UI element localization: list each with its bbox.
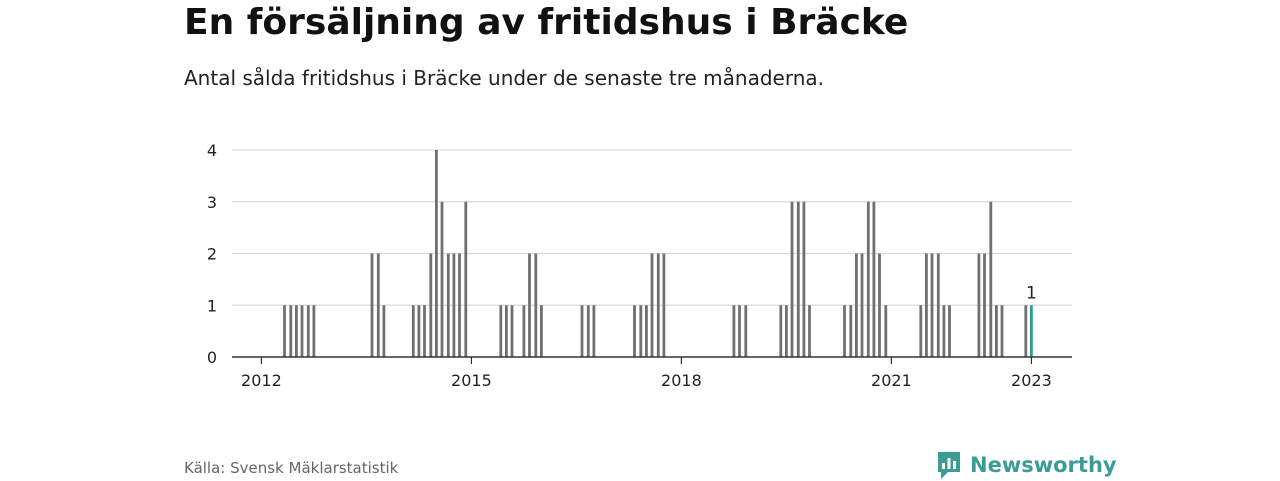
bar <box>983 253 986 357</box>
bar <box>370 253 374 357</box>
bar <box>522 305 526 357</box>
bar <box>312 305 316 357</box>
x-tick-label: 2023 <box>1011 371 1052 390</box>
bar <box>534 253 538 357</box>
chart-bars <box>283 150 1033 357</box>
bar <box>948 305 951 357</box>
y-tick-label: 4 <box>207 141 217 160</box>
bar <box>639 305 643 357</box>
bar <box>790 201 794 357</box>
bar <box>744 305 748 357</box>
bar <box>592 305 596 357</box>
bar <box>925 253 928 357</box>
bar <box>995 305 998 357</box>
x-axis: 2012 2015 2018 2021 2023 <box>232 356 1072 390</box>
bar <box>855 253 858 357</box>
bar <box>732 305 736 357</box>
bar-highlight <box>1030 305 1033 357</box>
bar <box>510 305 514 357</box>
bar <box>942 305 946 357</box>
bar <box>808 305 811 357</box>
bar <box>989 201 993 357</box>
bar <box>878 253 881 357</box>
bar <box>796 201 800 357</box>
bar <box>633 305 636 357</box>
y-tick-label: 0 <box>207 348 217 367</box>
bar <box>300 305 304 357</box>
source-note: Källa: Svensk Mäklarstatistik <box>184 459 399 477</box>
bar <box>860 253 864 357</box>
bar <box>283 305 286 357</box>
newsworthy-logo-icon <box>938 452 960 479</box>
bar <box>586 305 590 357</box>
bar <box>1000 305 1004 357</box>
bar <box>382 305 386 357</box>
bar <box>540 305 543 357</box>
bar <box>580 305 584 357</box>
bar <box>505 305 508 357</box>
x-tick-label: 2015 <box>451 371 492 390</box>
data-label: 1 <box>1026 283 1037 303</box>
bar <box>417 305 421 357</box>
bar-chart: 0 1 2 3 4 2012 2015 2018 2021 2023 1 <box>207 141 1072 390</box>
bar <box>1024 305 1028 357</box>
bar <box>662 253 666 357</box>
x-tick-label: 2012 <box>241 371 282 390</box>
bar <box>464 201 468 357</box>
chart-data-labels: 1 <box>1026 283 1037 303</box>
bar <box>930 253 934 357</box>
x-tick-label: 2021 <box>871 371 912 390</box>
bar <box>423 305 426 357</box>
bar <box>919 305 923 357</box>
y-tick-label: 2 <box>207 245 217 264</box>
bar <box>528 253 531 357</box>
bar <box>656 253 660 357</box>
bar <box>440 201 444 357</box>
bar <box>849 305 853 357</box>
bar <box>884 305 888 357</box>
bar <box>843 305 846 357</box>
bar <box>802 201 806 357</box>
bar <box>936 253 940 357</box>
bar <box>738 305 741 357</box>
brand-name: Newsworthy <box>970 453 1117 477</box>
bar <box>289 305 293 357</box>
chart-subtitle: Antal sålda fritidshus i Bräcke under de… <box>184 66 824 90</box>
bar <box>429 253 433 357</box>
brand-logo: Newsworthy <box>936 449 1117 481</box>
y-tick-label: 1 <box>207 296 217 315</box>
bar <box>411 305 415 357</box>
chart-title: En försäljning av fritidshus i Bräcke <box>184 2 909 43</box>
bar <box>650 253 654 357</box>
x-tick-label: 2018 <box>661 371 702 390</box>
bar <box>295 305 298 357</box>
bar <box>376 253 380 357</box>
bar <box>779 305 783 357</box>
bar <box>866 201 870 357</box>
bar <box>435 150 438 357</box>
bar <box>446 253 450 357</box>
bar <box>645 305 648 357</box>
bar <box>458 253 461 357</box>
y-tick-label: 3 <box>207 193 217 212</box>
y-axis: 0 1 2 3 4 <box>207 141 217 367</box>
bar <box>872 201 876 357</box>
bar <box>785 305 788 357</box>
bar <box>306 305 310 357</box>
bar <box>499 305 503 357</box>
bar <box>452 253 456 357</box>
bar <box>977 253 981 357</box>
